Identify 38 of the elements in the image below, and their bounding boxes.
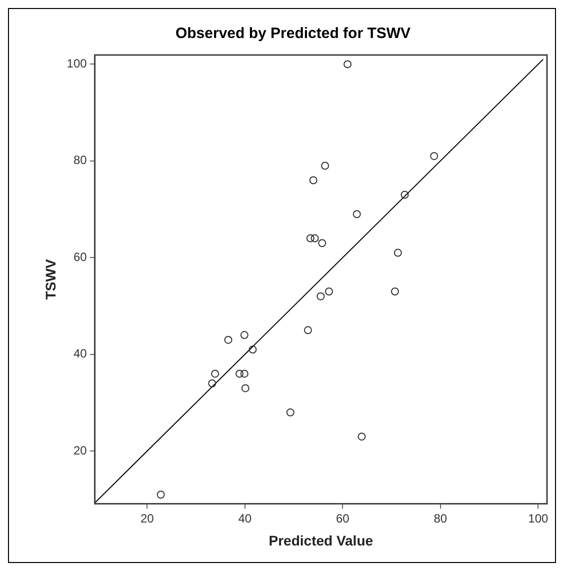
x-tick-label: 80 [434,511,448,526]
point [240,331,248,340]
point [390,287,399,296]
point [241,384,250,392]
point [208,379,216,388]
point [358,432,366,441]
chart-title: Observed by Predicted for TSWV [175,25,411,42]
point [321,162,330,170]
point [310,234,319,242]
point [430,152,438,160]
point [309,176,318,184]
point [324,287,333,296]
point [224,336,232,344]
y-tick-label: 80 [73,153,88,168]
point [304,326,312,334]
y-tick-label: 100 [66,56,88,70]
point [344,60,352,68]
y-axis-title: TSWV [42,258,58,300]
x-tick-label: 100 [528,511,549,526]
point [236,370,244,378]
point [352,210,361,218]
point [400,190,409,199]
y-tick-label: 20 [73,443,88,458]
point [394,248,402,257]
x-axis-title: Predicted Value [268,532,374,548]
point [306,234,314,242]
point [318,239,326,248]
point [316,292,325,300]
point [248,346,257,354]
x-tick-label: 40 [238,511,252,526]
y-tick-label: 40 [73,346,88,361]
y-tick-label: 60 [73,250,88,264]
x-tick-label: 60 [336,511,350,526]
point [286,408,294,416]
point [156,490,165,499]
x-tick-label: 20 [140,511,154,526]
point [211,370,220,378]
point [240,370,248,378]
